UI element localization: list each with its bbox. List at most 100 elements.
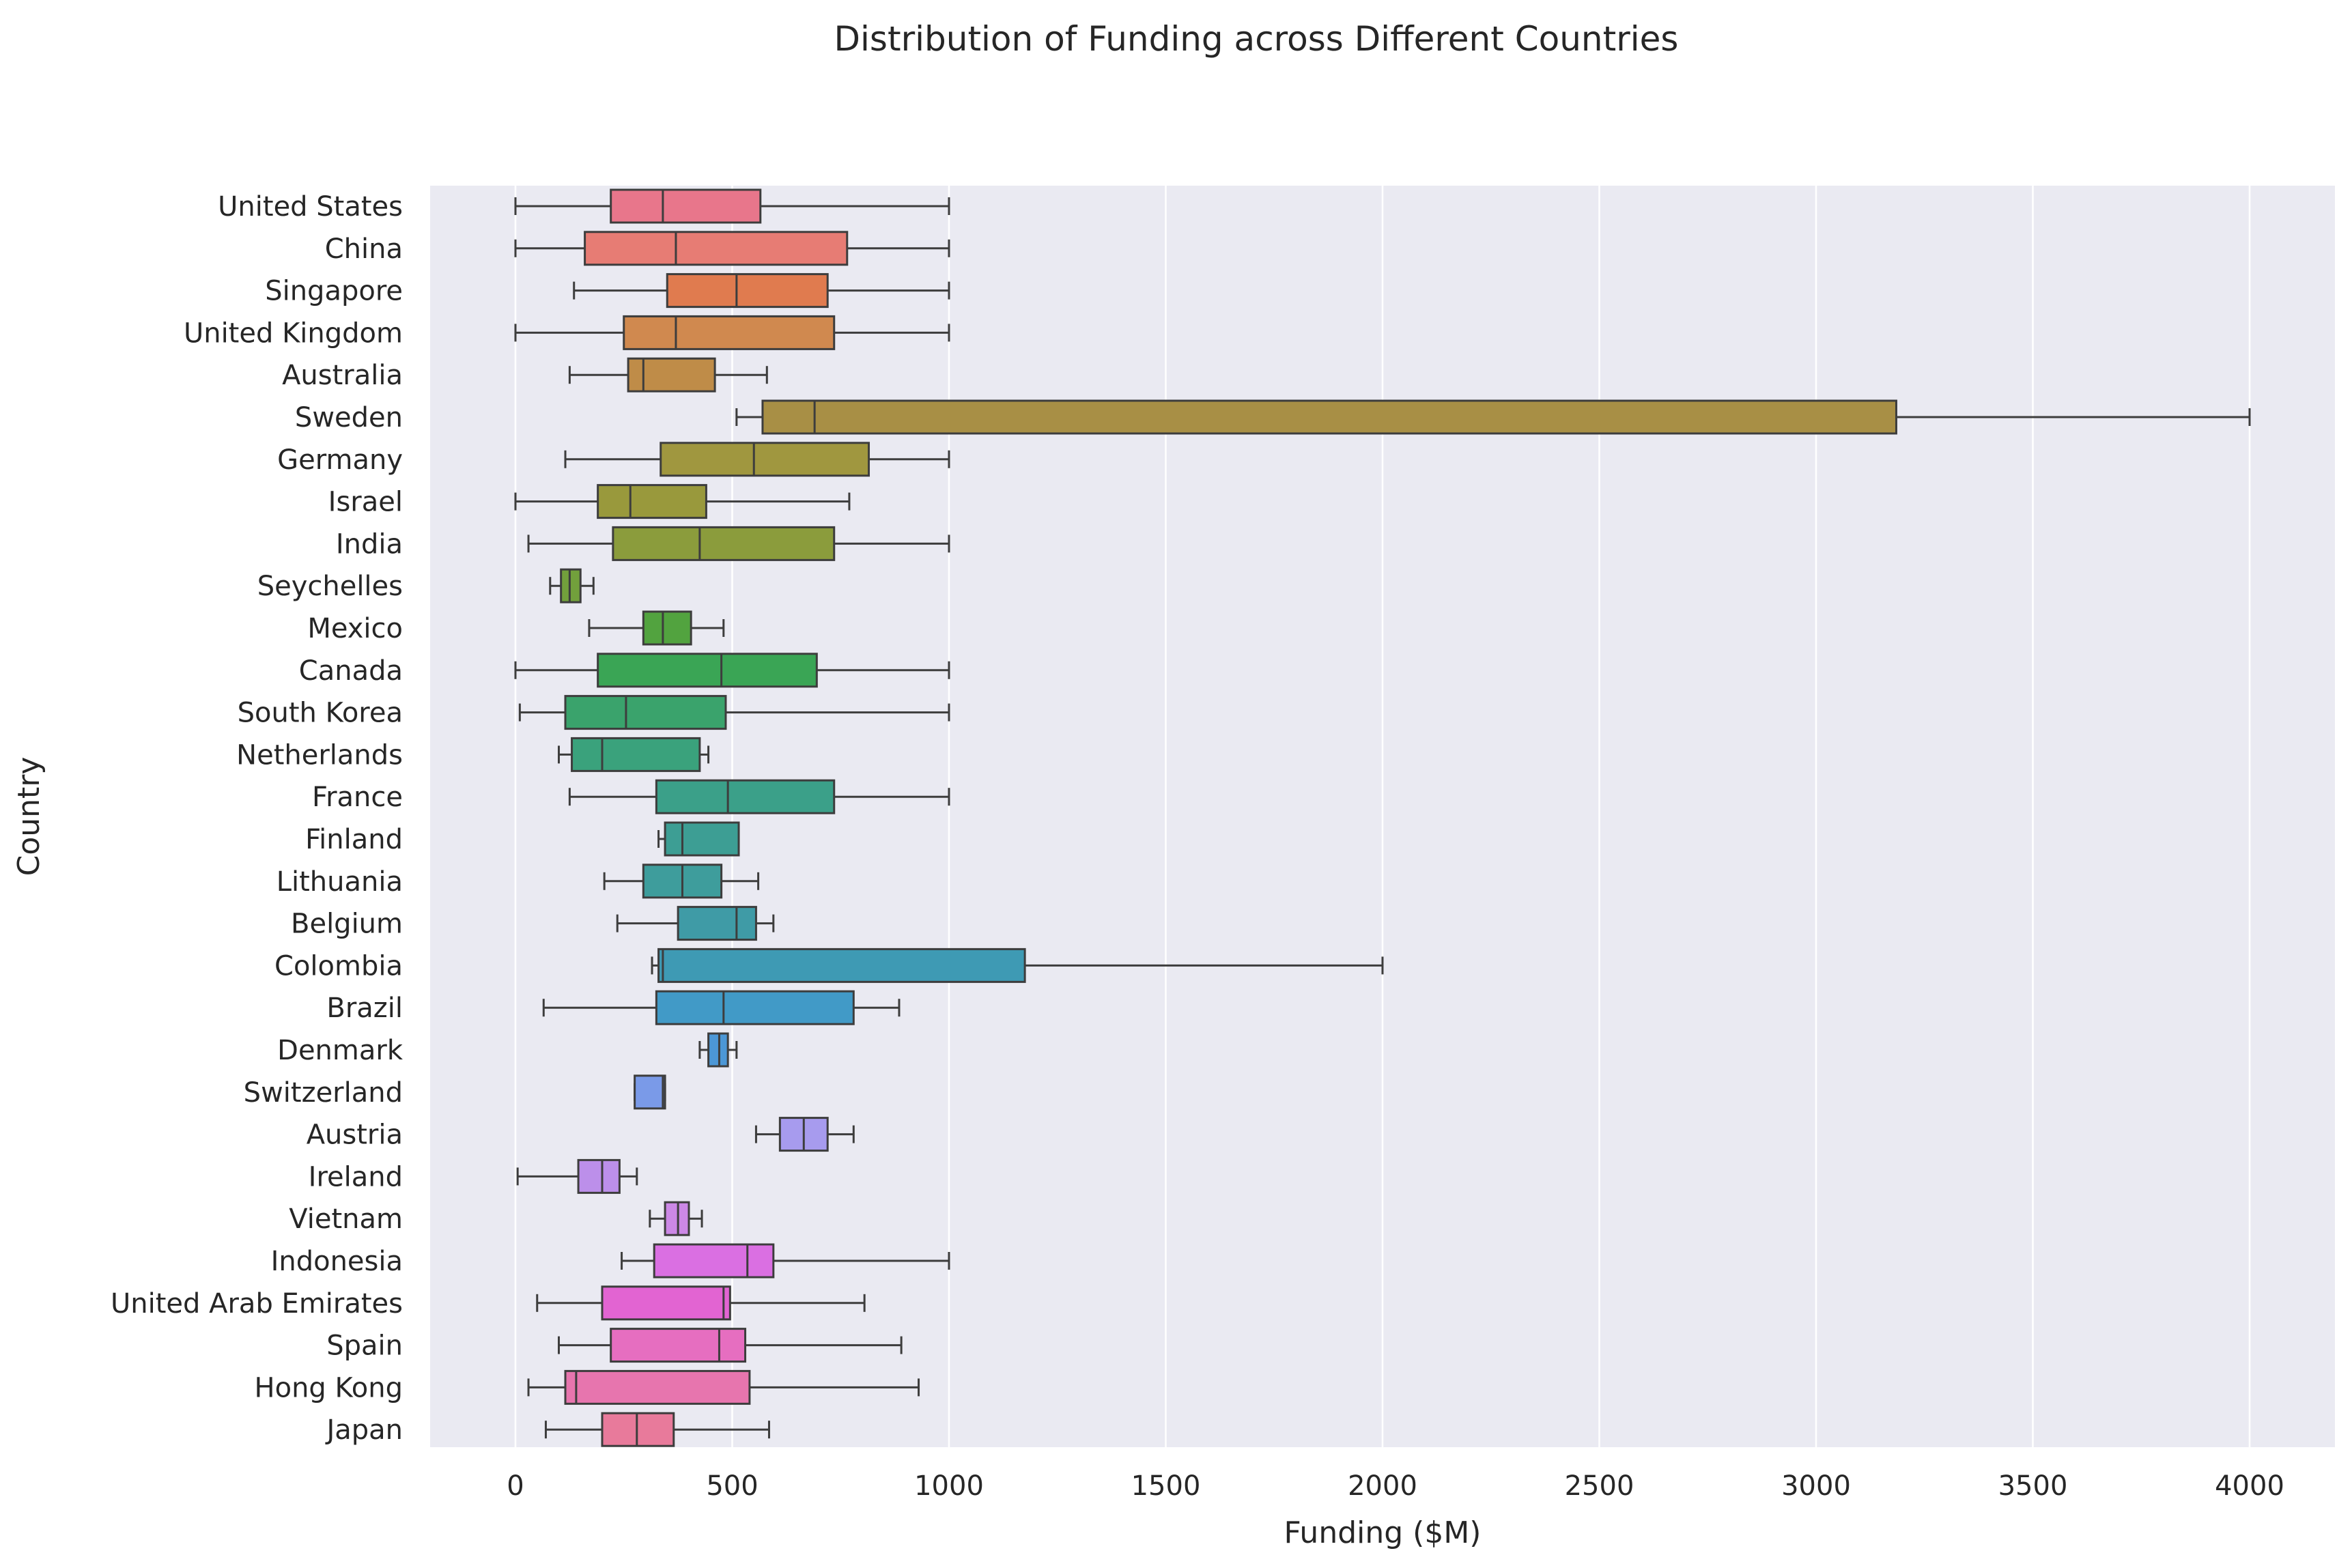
y-tick-label: Denmark (277, 1035, 403, 1066)
y-tick-label: Indonesia (271, 1246, 403, 1277)
box-group (558, 737, 710, 772)
y-axis-label: Country (12, 757, 46, 876)
iqr-box (642, 610, 692, 646)
box-group (542, 990, 901, 1025)
box-series (514, 188, 2251, 1447)
iqr-box (677, 906, 757, 941)
box-group (621, 1243, 950, 1279)
y-tick-label: United Arab Emirates (111, 1288, 403, 1320)
y-tick-label: India (336, 528, 403, 560)
iqr-box (564, 695, 727, 730)
y-tick-label: United Kingdom (184, 317, 403, 349)
iqr-box (634, 1074, 666, 1110)
iqr-box (664, 1201, 690, 1236)
y-tick-label: Hong Kong (255, 1372, 403, 1403)
x-tick-label: 2000 (1348, 1470, 1417, 1502)
iqr-box (707, 1032, 729, 1068)
y-tick-label: Seychelles (257, 571, 403, 602)
iqr-box (610, 188, 762, 224)
box-group (514, 188, 950, 224)
y-tick-label: Mexico (307, 613, 403, 644)
x-tick-label: 4000 (2215, 1470, 2284, 1502)
gridlines (514, 186, 2251, 1447)
iqr-box (612, 526, 836, 561)
box-group (735, 399, 2251, 435)
y-tick-label: Belgium (291, 909, 403, 940)
box-group (536, 1285, 866, 1321)
box-group (514, 231, 950, 266)
y-tick-label: Netherlands (236, 739, 403, 771)
iqr-box (601, 1412, 675, 1447)
iqr-box (577, 1158, 621, 1194)
y-tick-label: Finland (305, 824, 403, 855)
box-group (549, 568, 595, 603)
box-group (518, 695, 950, 730)
y-tick-label: United States (218, 191, 403, 223)
box-group (558, 1328, 903, 1363)
iqr-box (597, 484, 707, 519)
y-tick-label: Colombia (274, 950, 403, 982)
box-group (603, 864, 760, 899)
y-tick-label: Vietnam (289, 1203, 403, 1235)
box-group (616, 906, 775, 941)
x-tick-label: 1500 (1131, 1470, 1201, 1502)
x-tick-label: 2500 (1565, 1470, 1634, 1502)
y-tick-label: Singapore (265, 276, 403, 307)
iqr-box (660, 442, 870, 477)
box-group (573, 273, 950, 309)
box-group (588, 610, 725, 646)
box-group (698, 1032, 738, 1068)
box-group (516, 1158, 638, 1194)
box-group (527, 1369, 920, 1405)
y-tick-label: Israel (328, 487, 403, 518)
box-group (564, 442, 950, 477)
x-tick-labels: 0 500 1000 1500 2000 2500 3000 3500 4000 (507, 1470, 2284, 1502)
iqr-box (610, 1328, 747, 1363)
box-group (527, 526, 950, 561)
chart-title: Distribution of Funding across Different… (834, 19, 1679, 59)
box-group (544, 1412, 770, 1447)
y-tick-label: China (325, 233, 403, 265)
y-tick-label: Sweden (295, 402, 403, 433)
y-tick-label: Austria (307, 1120, 403, 1151)
box-group (514, 653, 950, 688)
x-tick-label: 3500 (1998, 1470, 2068, 1502)
box-group (514, 484, 851, 519)
y-tick-label: France (312, 782, 403, 813)
iqr-box (655, 779, 836, 814)
iqr-box (623, 315, 836, 350)
iqr-box (655, 990, 855, 1025)
iqr-box (564, 1369, 751, 1405)
x-tick-label: 500 (706, 1470, 758, 1502)
box-group (651, 947, 1384, 983)
box-group (754, 1117, 855, 1152)
y-tick-label: Lithuania (277, 866, 403, 898)
box-group (649, 1201, 703, 1236)
iqr-box (657, 947, 1026, 983)
iqr-box (627, 357, 716, 393)
x-tick-label: 0 (507, 1470, 524, 1502)
y-tick-label: Germany (277, 444, 403, 476)
iqr-box (560, 568, 582, 603)
iqr-box (571, 737, 701, 772)
y-tick-label: Brazil (326, 993, 403, 1024)
iqr-box (666, 273, 829, 309)
box-group (657, 821, 740, 857)
iqr-box (664, 821, 740, 857)
iqr-box (601, 1285, 731, 1321)
iqr-box (653, 1243, 775, 1279)
y-tick-label: Switzerland (244, 1077, 403, 1109)
y-tick-label: Japan (324, 1414, 403, 1446)
y-tick-label: Australia (282, 360, 403, 391)
iqr-box (761, 399, 1897, 435)
box-group (514, 315, 950, 350)
iqr-box (584, 231, 849, 266)
box-group (568, 779, 950, 814)
x-axis-label: Funding ($M) (1284, 1515, 1482, 1550)
box-group (634, 1074, 666, 1110)
iqr-box (597, 653, 818, 688)
y-tick-label: Spain (326, 1330, 403, 1362)
x-tick-label: 1000 (914, 1470, 984, 1502)
x-tick-label: 3000 (1781, 1470, 1851, 1502)
